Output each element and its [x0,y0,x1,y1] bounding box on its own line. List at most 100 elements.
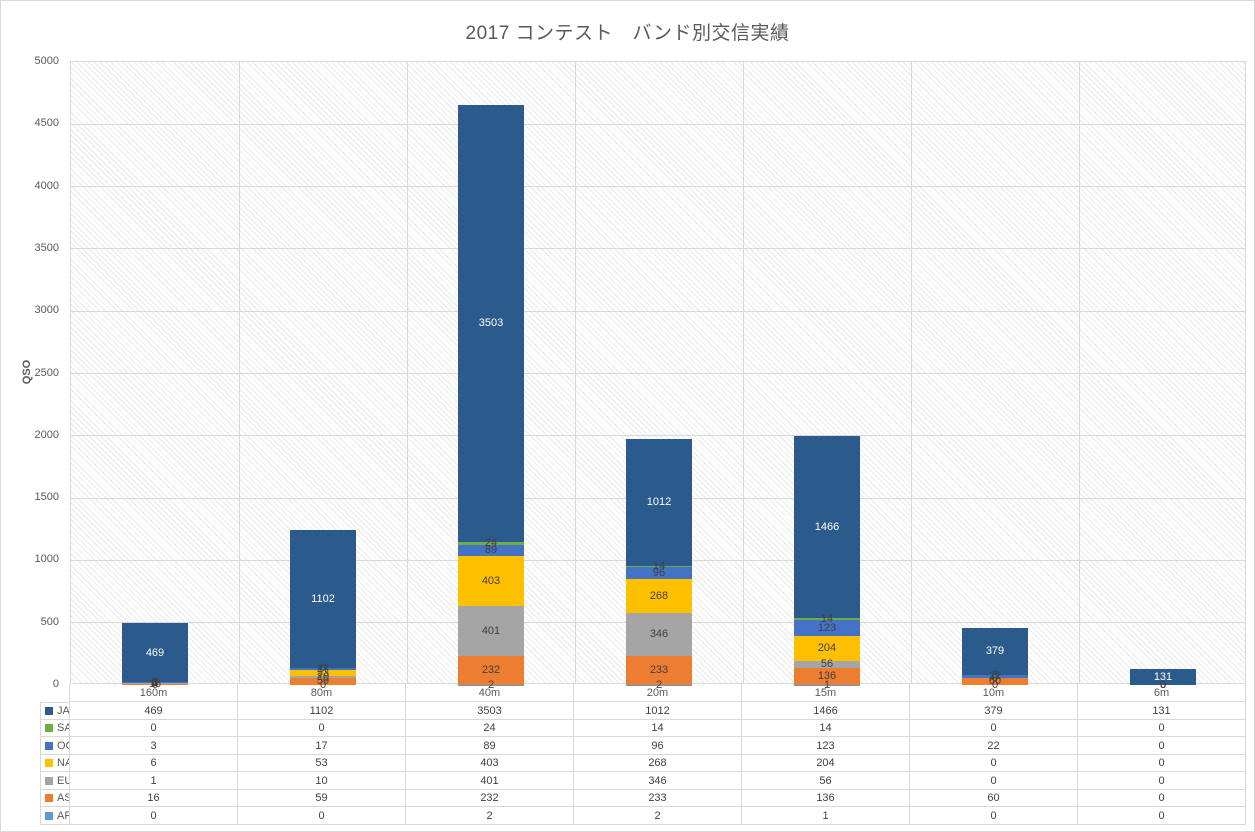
legend-swatch-af [45,812,53,820]
bar-label-ja-40m: 3503 [478,317,504,330]
bar-label-af-80m: 0 [319,679,327,691]
y-axis-tick-label: 2500 [34,366,59,379]
bar-segment-sa-15m [794,618,860,621]
table-cell-oc-6m: 0 [1078,737,1246,755]
table-header-10m: 10m [910,684,1078,702]
legend-item-na: NA [41,755,70,772]
bar-label-sa-15m: 14 [820,613,834,626]
table-cell-af-15m: 1 [742,807,910,825]
gridline-vertical [574,62,576,683]
legend-item-as: AS [41,790,70,807]
bar-label-ja-80m: 1102 [311,593,335,606]
table-cell-oc-160m: 3 [70,737,238,755]
gridline-horizontal [71,186,1245,188]
table-header-6m: 6m [1078,684,1246,702]
y-axis-tick-label: 0 [52,678,59,690]
bar-segment-ja-15m [794,435,860,619]
y-axis-tick-label: 1500 [34,491,59,504]
bar-segment-sa-40m [458,541,524,545]
table-cell-af-10m: 0 [910,807,1078,825]
table-cell-eu-80m: 10 [238,772,406,790]
gridline-horizontal [71,248,1245,250]
table-cell-oc-10m: 22 [910,737,1078,755]
bar-label-sa-20m: 14 [652,560,666,573]
bar-segment-eu-20m [626,612,692,656]
table-cell-na-6m: 0 [1078,755,1246,772]
bar-label-ja-160m: 469 [145,646,165,659]
bar-label-eu-80m: 10 [316,671,330,684]
gridline-vertical [742,62,744,683]
bar-label-oc-15m: 123 [817,621,837,634]
legend-label: AS [57,792,69,804]
table-header-15m: 15m [742,684,910,702]
bar-label-as-160m: 16 [148,678,162,690]
bar-label-na-40m: 403 [481,574,501,587]
bar-label-eu-160m: 1 [151,676,159,689]
table-cell-as-15m: 136 [742,790,910,807]
table-cell-eu-40m: 401 [406,772,574,790]
legend-swatch-eu [45,777,53,785]
bar-label-oc-160m: 3 [151,675,159,688]
gridline-horizontal [71,123,1245,125]
bar-label-sa-40m: 24 [484,537,498,550]
plot-area: 0 16 1 6 3 0 469 0 59 10 53 17 0 1102 2 232 401 403 89 24 35… [70,61,1246,691]
y-axis-tick-label: 3500 [34,241,59,254]
table-cell-sa-80m: 0 [238,720,406,737]
bar-label-af-6m: 0 [1159,679,1167,691]
legend-item-oc: OC [41,737,70,755]
table-header-20m: 20m [574,684,742,702]
y-axis-tick-label: 1000 [34,553,59,566]
gridline-horizontal [71,373,1245,374]
table-cell-af-80m: 0 [238,807,406,825]
bar-label-ja-10m: 379 [985,645,1005,658]
bar-label-ja-6m: 131 [1153,670,1173,683]
y-axis-tick-label: 3000 [34,304,59,317]
bar-segment-as-20m [626,655,692,685]
bar-segment-oc-80m [290,667,356,670]
legend-label: JA [57,705,70,717]
bar-label-as-10m: 60 [988,675,1002,688]
bar-segment-sa-20m [626,565,692,568]
bar-label-af-40m: 2 [487,678,495,691]
bar-segment-na-160m [122,682,188,683]
table-cell-sa-40m: 24 [406,720,574,737]
bar-label-af-20m: 2 [655,678,663,691]
bar-label-oc-10m: 22 [988,670,1002,683]
legend-item-eu: EU [41,772,70,790]
legend-item-sa: SA [41,720,70,737]
bar-segment-as-40m [458,655,524,685]
legend-label: EU [57,775,69,787]
bar-label-na-80m: 53 [316,667,330,680]
y-axis-tick-label: 5000 [34,55,59,67]
table-cell-eu-20m: 346 [574,772,742,790]
bar-segment-ja-10m [962,627,1028,675]
bar-label-as-20m: 233 [649,664,669,677]
bar-segment-na-20m [626,579,692,613]
table-cell-na-80m: 53 [238,755,406,772]
chart-title: 2017 コンテスト バンド別交信実績 [465,23,790,44]
table-cell-sa-6m: 0 [1078,720,1246,737]
bar-segment-na-40m [458,555,524,606]
table-cell-na-160m: 6 [70,755,238,772]
bar-label-sa-160m: 0 [151,675,159,688]
bar-segment-as-80m [290,677,356,685]
legend-label: OC [57,740,69,752]
table-cell-oc-40m: 89 [406,737,574,755]
table-cell-af-40m: 2 [406,807,574,825]
table-cell-na-40m: 403 [406,755,574,772]
table-cell-na-15m: 204 [742,755,910,772]
table-border-header-left [69,684,70,702]
table-cell-ja-160m: 469 [70,702,238,720]
table-cell-sa-20m: 14 [574,720,742,737]
bar-label-na-20m: 268 [649,589,669,602]
legend-label: NA [57,757,69,769]
table-cell-sa-160m: 0 [70,720,238,737]
table-cell-oc-80m: 17 [238,737,406,755]
table-header-80m: 80m [238,684,406,702]
bar-label-sa-6m: 0 [1159,679,1167,691]
bar-label-sa-10m: 0 [991,668,999,681]
bar-label-na-10m: 0 [991,671,999,684]
bar-label-eu-10m: 0 [991,671,999,684]
table-cell-as-80m: 59 [238,790,406,807]
bar-label-eu-40m: 401 [481,624,501,637]
